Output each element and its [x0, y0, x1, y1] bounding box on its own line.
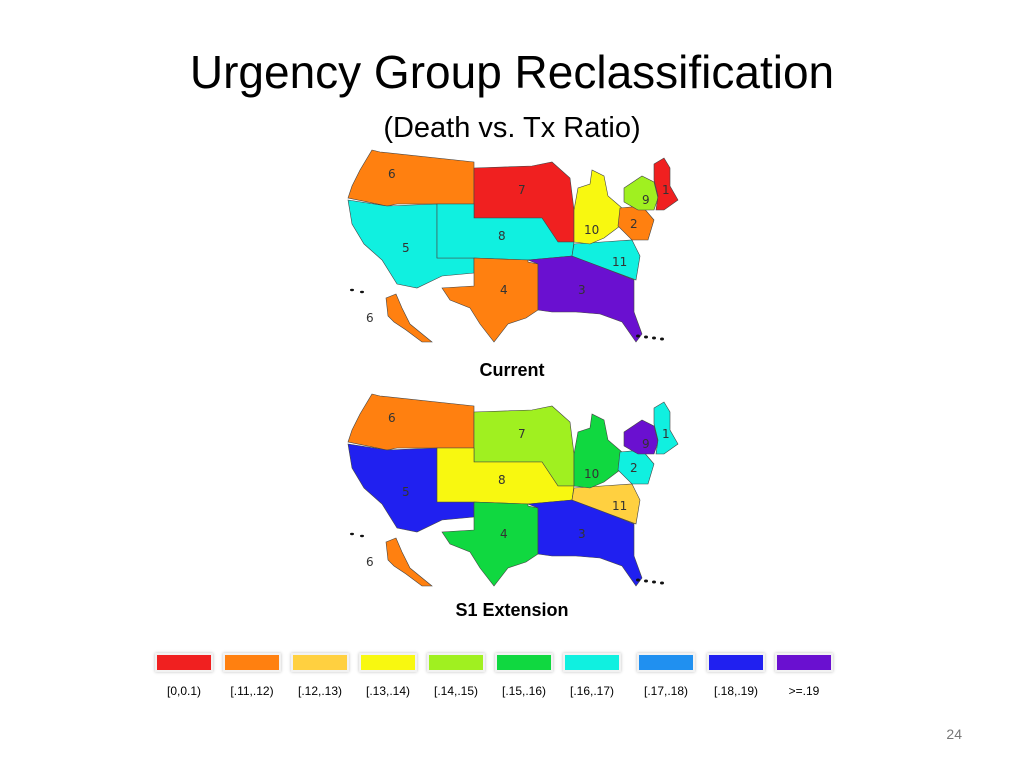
region-label: 3 [578, 283, 586, 297]
region-label: 6 [388, 167, 396, 181]
region-label: 2 [630, 217, 638, 231]
region-label: 9 [642, 437, 650, 451]
legend-swatch [291, 653, 349, 672]
legend-item: [.18,.19) [704, 650, 768, 706]
region-label: 5 [402, 241, 410, 255]
legend: [0,0.1) [.11,.12) [.12,.13) [.13,.14) [.… [152, 650, 842, 706]
legend-swatch [427, 653, 485, 672]
region-label: 4 [500, 527, 508, 541]
region-11 [571, 483, 641, 525]
slide-subtitle: (Death vs. Tx Ratio) [383, 112, 641, 144]
aleutian-island [360, 290, 364, 294]
legend-label: [.16,.17) [569, 684, 615, 698]
legend-label: [.15,.16) [501, 684, 547, 698]
map-current: 6 7 5 8 4 3 11 10 2 9 1 6 [347, 149, 679, 343]
region-label: 6 [366, 555, 374, 569]
region-10 [573, 413, 623, 489]
region-label: 11 [612, 499, 627, 513]
region-4 [441, 501, 539, 587]
region-6-alaska [385, 293, 433, 343]
aleutian-island [350, 288, 354, 292]
region-6-alaska [385, 537, 433, 587]
region-9 [623, 175, 659, 211]
region-label: 8 [498, 229, 506, 243]
aleutian-island [360, 534, 364, 538]
legend-swatch [775, 653, 833, 672]
legend-swatch [223, 653, 281, 672]
hawaii-island [660, 337, 664, 341]
region-6 [347, 393, 475, 451]
region-9 [623, 419, 659, 455]
hawaii-island [660, 581, 664, 585]
hawaii-island [636, 334, 640, 338]
region-label: 4 [500, 283, 508, 297]
region-6 [347, 149, 475, 207]
region-label: 10 [584, 467, 599, 481]
legend-item: [.17,.18) [634, 650, 698, 706]
legend-swatch [707, 653, 765, 672]
legend-swatch [155, 653, 213, 672]
map-s1-extension: 6 7 5 8 4 3 11 10 2 9 1 6 [347, 393, 679, 587]
legend-label: [.14,.15) [433, 684, 479, 698]
region-label: 11 [612, 255, 627, 269]
region-label: 6 [388, 411, 396, 425]
legend-swatch [359, 653, 417, 672]
hawaii-island [636, 578, 640, 582]
aleutian-island [350, 532, 354, 536]
hawaii-island [652, 336, 656, 340]
legend-item: >=.19 [772, 650, 836, 706]
region-label: 6 [366, 311, 374, 325]
slide-title: Urgency Group Reclassification [189, 46, 835, 98]
region-4 [441, 257, 539, 343]
legend-item: [.12,.13) [288, 650, 352, 706]
legend-item: [.15,.16) [492, 650, 556, 706]
region-label: 1 [662, 427, 670, 441]
hawaii-island [644, 579, 648, 583]
region-1 [653, 157, 679, 211]
region-label: 5 [402, 485, 410, 499]
region-11 [571, 239, 641, 281]
legend-swatch [637, 653, 695, 672]
legend-item: [0,0.1) [152, 650, 216, 706]
region-label: 9 [642, 193, 650, 207]
map-caption-s1-extension: S1 Extension [455, 600, 569, 620]
region-label: 7 [518, 427, 526, 441]
legend-item: [.16,.17) [560, 650, 624, 706]
legend-label: [.18,.19) [713, 684, 759, 698]
hawaii-island [644, 335, 648, 339]
region-label: 8 [498, 473, 506, 487]
legend-item: [.14,.15) [424, 650, 488, 706]
region-label: 1 [662, 183, 670, 197]
page-number: 24 [946, 726, 962, 742]
legend-label: [0,0.1) [166, 684, 202, 698]
region-10 [573, 169, 623, 245]
region-label: 3 [578, 527, 586, 541]
legend-label: [.12,.13) [297, 684, 343, 698]
legend-item: [.13,.14) [356, 650, 420, 706]
legend-label: [.11,.12) [230, 684, 274, 698]
region-1 [653, 401, 679, 455]
legend-swatch [563, 653, 621, 672]
legend-swatch [495, 653, 553, 672]
region-label: 2 [630, 461, 638, 475]
legend-label: >=.19 [788, 684, 820, 698]
region-label: 7 [518, 183, 526, 197]
legend-label: [.13,.14) [365, 684, 411, 698]
region-label: 10 [584, 223, 599, 237]
map-caption-current: Current [479, 360, 545, 380]
hawaii-island [652, 580, 656, 584]
legend-item: [.11,.12) [220, 650, 284, 706]
legend-label: [.17,.18) [643, 684, 689, 698]
